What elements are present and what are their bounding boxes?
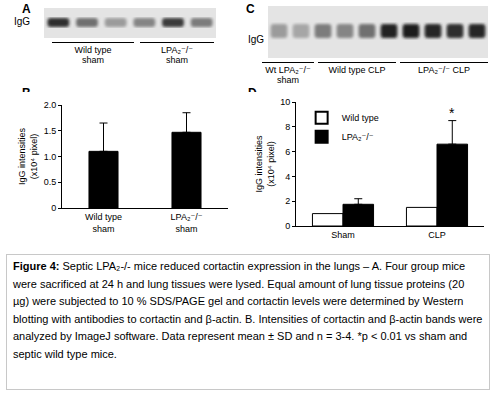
- html-text:Figure 4: Septic LPA₂-/- mice: Figure 4: Septic LPA₂-/- mice reduced co…: [13, 260, 483, 360]
- svg-text:0.5: 0.5: [44, 177, 57, 187]
- html-text:D: D: [248, 86, 257, 100]
- svg-text:IgG intensities(x10⁴ pixel): IgG intensities(x10⁴ pixel): [17, 127, 39, 185]
- svg-text:0: 0: [51, 203, 56, 213]
- html-text:sham: sham: [277, 75, 299, 85]
- svg-text:2: 2: [285, 196, 290, 206]
- svg-text:*: *: [449, 105, 455, 121]
- html-text:C: C: [246, 2, 255, 16]
- html-text:Wild type CLP: Wild type CLP: [328, 65, 386, 75]
- svg-text:10: 10: [280, 97, 290, 107]
- svg-text:2.0: 2.0: [44, 100, 57, 110]
- svg-text:4: 4: [285, 172, 290, 182]
- svg-text:CLP: CLP: [428, 230, 446, 240]
- svg-text:1.5: 1.5: [44, 126, 57, 136]
- svg-text:0: 0: [285, 221, 290, 231]
- svg-text:Sham: Sham: [331, 230, 355, 240]
- svg-text:Wild type: Wild type: [342, 113, 379, 123]
- html-text:sham: sham: [82, 55, 104, 65]
- html-text:LPA₂⁻/⁻: LPA₂⁻/⁻: [161, 45, 193, 55]
- html-text:IgG: IgG: [14, 16, 31, 27]
- svg-text:LPA₂⁻/⁻sham: LPA₂⁻/⁻sham: [171, 212, 203, 234]
- html-text:IgG: IgG: [248, 34, 265, 45]
- html-text:A: A: [22, 2, 31, 16]
- html-text:B: B: [22, 86, 31, 100]
- html-text:LPA₂⁻/⁻ CLP: LPA₂⁻/⁻ CLP: [418, 65, 470, 75]
- html-text:Wild type: Wild type: [74, 45, 112, 55]
- svg-text:6: 6: [285, 147, 290, 157]
- svg-text:LPA₂⁻/⁻: LPA₂⁻/⁻: [342, 132, 374, 142]
- html-text:Wt LPA₂⁻/⁻: Wt LPA₂⁻/⁻: [265, 65, 311, 75]
- svg-text:IgG intensities(x10⁴ pixel): IgG intensities(x10⁴ pixel): [254, 135, 276, 193]
- svg-text:8: 8: [285, 122, 290, 132]
- svg-text:Wild typesham: Wild typesham: [85, 212, 122, 234]
- html-text:sham: sham: [166, 55, 188, 65]
- svg-text:1.0: 1.0: [44, 152, 57, 162]
